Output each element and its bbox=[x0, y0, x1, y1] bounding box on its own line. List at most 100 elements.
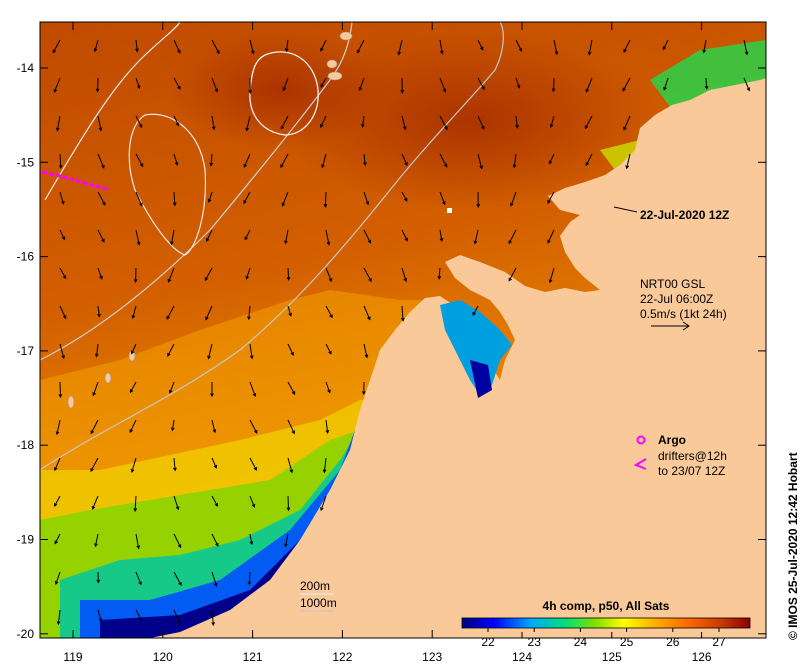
current-vector bbox=[515, 115, 518, 128]
current-vector bbox=[588, 39, 593, 55]
current-vector bbox=[323, 457, 327, 473]
current-vector-head bbox=[367, 239, 372, 244]
current-vector-head bbox=[585, 88, 590, 93]
current-vector bbox=[477, 77, 485, 90]
current-vector bbox=[245, 267, 251, 279]
current-vector-head bbox=[286, 507, 291, 512]
current-vector-head bbox=[322, 469, 327, 474]
current-vector-head bbox=[98, 618, 103, 623]
current-vector bbox=[135, 39, 138, 52]
current-vector-head bbox=[172, 202, 177, 207]
current-vector-head bbox=[280, 125, 285, 130]
contour-1000m-b bbox=[40, 22, 504, 471]
current-vector bbox=[439, 115, 448, 130]
eddy-contour-north bbox=[249, 51, 319, 136]
current-vector bbox=[244, 229, 251, 240]
current-vector-head bbox=[476, 203, 481, 208]
current-vector-head bbox=[247, 316, 251, 321]
current-vector-head bbox=[177, 85, 181, 90]
current-vector bbox=[510, 191, 517, 206]
current-vector-head bbox=[443, 163, 448, 168]
current-vector bbox=[515, 77, 520, 88]
current-vector-head bbox=[516, 84, 521, 89]
current-vector bbox=[59, 343, 65, 359]
current-vector-head bbox=[286, 276, 291, 281]
drifters-label-line2: to 23/07 12Z bbox=[658, 464, 725, 478]
current-vector bbox=[553, 39, 558, 55]
current-vector-head bbox=[251, 503, 256, 508]
current-vector bbox=[287, 419, 295, 434]
current-vector-head bbox=[439, 50, 444, 55]
current-vector-head bbox=[288, 312, 292, 317]
current-scale-label: 0.5m/s (1kt 24h) bbox=[640, 307, 727, 321]
current-vector-head bbox=[551, 88, 556, 93]
current-vector-head bbox=[90, 468, 94, 473]
current-vector bbox=[285, 39, 289, 52]
current-vector-head bbox=[291, 391, 296, 396]
current-vector bbox=[325, 381, 331, 393]
current-vector bbox=[249, 457, 257, 471]
current-vector-head bbox=[367, 316, 371, 321]
current-vector bbox=[508, 267, 517, 282]
current-vector-head bbox=[480, 46, 484, 51]
island bbox=[128, 350, 136, 362]
current-vector bbox=[135, 229, 140, 245]
current-vector bbox=[130, 381, 137, 393]
current-vector bbox=[585, 153, 593, 166]
current-vector-head bbox=[211, 621, 216, 626]
current-vector-head bbox=[290, 352, 294, 356]
current-vector-head bbox=[243, 163, 248, 168]
date-pointer-line bbox=[613, 206, 638, 213]
current-vector-head bbox=[508, 277, 512, 282]
current-vector-head bbox=[215, 542, 219, 547]
current-vector-head bbox=[61, 355, 65, 360]
current-vector-head bbox=[244, 236, 248, 241]
argo-float-circle-icon bbox=[636, 435, 646, 445]
eddy-contour-west bbox=[128, 113, 207, 256]
current-vector bbox=[623, 39, 631, 53]
date-label: 22-Jul-2020 12Z bbox=[640, 208, 729, 222]
current-vector-head bbox=[289, 469, 294, 474]
current-vector-head bbox=[249, 541, 254, 546]
lon-tick-label: 126 bbox=[692, 650, 712, 664]
current-vector-head bbox=[284, 240, 288, 245]
current-vector bbox=[94, 39, 99, 52]
current-vector-head bbox=[548, 160, 553, 165]
current-vector-head bbox=[404, 237, 408, 242]
current-vector-head bbox=[130, 468, 135, 473]
current-vector-head bbox=[320, 507, 324, 512]
current-vector-head bbox=[518, 47, 523, 52]
current-vector-head bbox=[133, 279, 138, 284]
current-vector-head bbox=[96, 579, 101, 584]
current-vector-head bbox=[129, 429, 133, 433]
current-vector-head bbox=[549, 123, 554, 129]
current-vector-head bbox=[402, 126, 407, 131]
current-vector bbox=[135, 115, 143, 128]
current-vector bbox=[167, 343, 175, 357]
current-vector bbox=[280, 153, 289, 168]
current-vector-head bbox=[53, 88, 58, 93]
current-vector-head bbox=[58, 394, 63, 399]
lat-tick-label: -19 bbox=[17, 533, 35, 547]
current-vector-head bbox=[245, 275, 249, 280]
current-vector-head bbox=[358, 87, 363, 92]
current-vector bbox=[55, 571, 61, 585]
current-vector-head bbox=[207, 355, 211, 360]
current-vector-head bbox=[365, 201, 370, 206]
current-vector bbox=[549, 267, 555, 283]
warm-patch-west bbox=[170, 30, 390, 150]
current-vector-head bbox=[404, 161, 408, 166]
current-vector-head bbox=[321, 164, 325, 169]
current-vector bbox=[357, 39, 365, 53]
current-vector bbox=[170, 229, 175, 245]
current-vector bbox=[401, 115, 406, 130]
current-vector-head bbox=[138, 617, 142, 622]
current-vector-head bbox=[207, 198, 212, 203]
current-vector-head bbox=[284, 543, 288, 548]
current-vector bbox=[211, 39, 220, 54]
current-vector-head bbox=[363, 162, 367, 167]
current-vector bbox=[54, 533, 61, 544]
current-vector-head bbox=[90, 430, 94, 435]
current-vector-head bbox=[284, 48, 289, 53]
